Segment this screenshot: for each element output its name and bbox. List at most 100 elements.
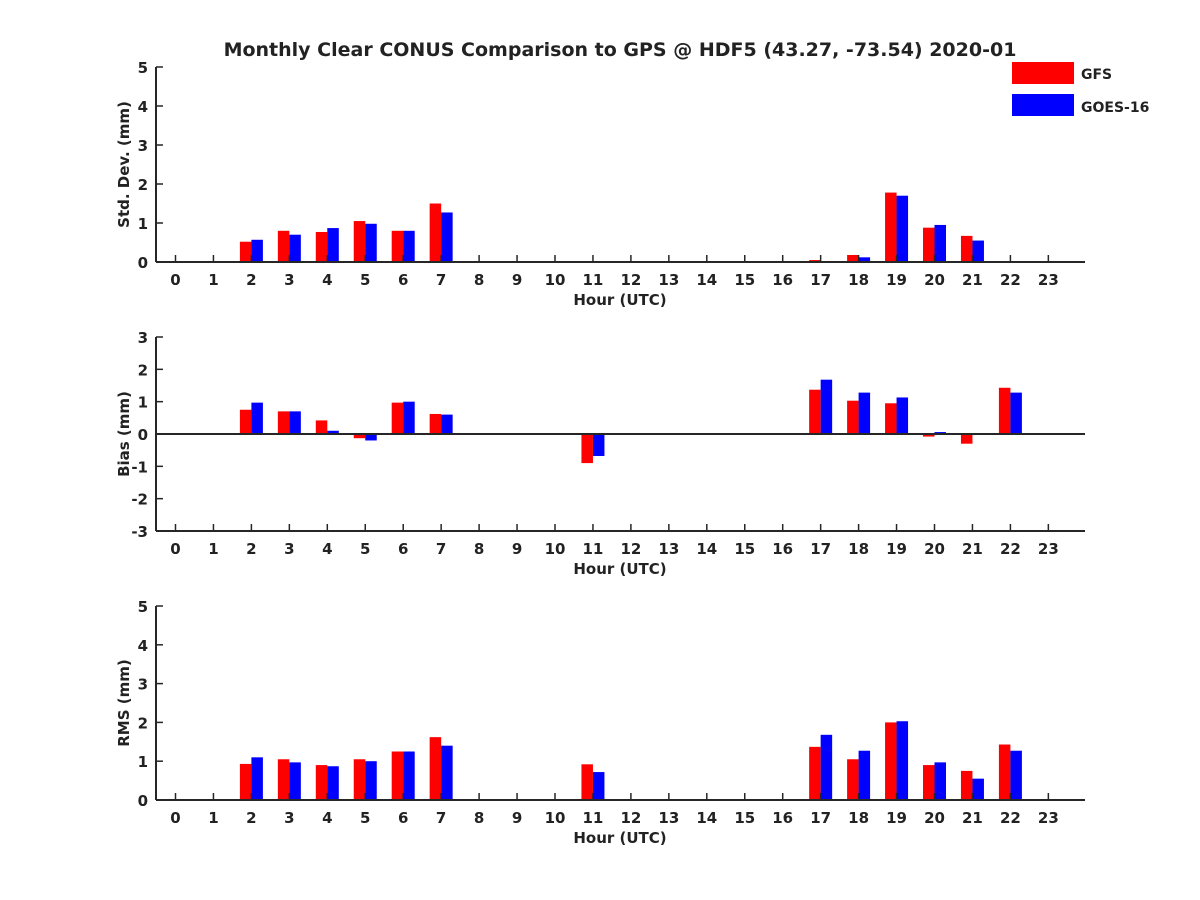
panel0-x-tick-label-9: 9 bbox=[512, 271, 522, 289]
panel1-y-tick-label-2: 2 bbox=[138, 361, 148, 379]
panel1-bar-gfs-h5 bbox=[353, 434, 366, 439]
panel2-x-tick-label-1: 1 bbox=[208, 809, 218, 827]
panel2-x-tick-label-2: 2 bbox=[246, 809, 256, 827]
panel0-y-tick-label-2: 2 bbox=[138, 176, 148, 194]
panel0-x-tick-label-5: 5 bbox=[360, 271, 370, 289]
panel2-x-tick-label-11: 11 bbox=[583, 809, 604, 827]
panel0-x-tick-label-6: 6 bbox=[398, 271, 408, 289]
panel1-x-tick-label-2: 2 bbox=[246, 540, 256, 558]
panel0-bar-goes-16-h5 bbox=[365, 223, 377, 262]
panel0-bar-goes-16-h6 bbox=[403, 230, 415, 262]
panel1-bar-goes-16-h17 bbox=[820, 379, 833, 434]
panel2-x-tick-label-23: 23 bbox=[1038, 809, 1059, 827]
panel1-bar-gfs-h3 bbox=[277, 411, 290, 434]
panel1-x-axis-label: Hour (UTC) bbox=[573, 560, 666, 578]
panel0-x-tick-label-12: 12 bbox=[620, 271, 641, 289]
panel2-bar-gfs-h11 bbox=[581, 764, 593, 800]
panel2-bar-goes-16-h7 bbox=[441, 745, 453, 800]
panel2-bar-gfs-h20 bbox=[923, 765, 935, 800]
panel2-bar-gfs-h3 bbox=[277, 759, 290, 800]
panel2-bar-goes-16-h5 bbox=[365, 761, 377, 800]
panel1-x-tick-label-1: 1 bbox=[208, 540, 218, 558]
panel1-x-tick-label-6: 6 bbox=[398, 540, 408, 558]
panel0-x-tick-label-14: 14 bbox=[696, 271, 717, 289]
panel1-bar-gfs-h17 bbox=[809, 389, 821, 434]
panel0-x-tick-label-15: 15 bbox=[734, 271, 755, 289]
panel2-bar-goes-16-h3 bbox=[289, 762, 301, 800]
panel0-bar-gfs-h4 bbox=[315, 231, 328, 262]
panel1-y-tick-label-3: -3 bbox=[131, 523, 148, 541]
panel0-x-tick-label-0: 0 bbox=[170, 271, 180, 289]
panel0-x-tick-label-4: 4 bbox=[322, 271, 332, 289]
panel2-bar-gfs-h7 bbox=[429, 737, 442, 800]
panel2-bar-goes-16-h19 bbox=[896, 721, 909, 800]
panel0-x-tick-label-13: 13 bbox=[658, 271, 679, 289]
panel2-x-tick-label-14: 14 bbox=[696, 809, 717, 827]
panel0-bar-goes-16-h3 bbox=[289, 234, 301, 262]
panel1-bar-gfs-h4 bbox=[315, 420, 328, 434]
panel0-y-tick-label-1: 1 bbox=[138, 215, 148, 233]
panel0-bar-gfs-h3 bbox=[277, 230, 290, 262]
panel1-bar-goes-16-h4 bbox=[327, 430, 339, 434]
panel0-bar-gfs-h7 bbox=[429, 203, 442, 262]
panel0-x-tick-label-17: 17 bbox=[810, 271, 831, 289]
legend-label-gfs: GFS bbox=[1081, 67, 1112, 83]
panel1-bar-gfs-h22 bbox=[998, 387, 1011, 434]
panel1-x-tick-label-0: 0 bbox=[170, 540, 180, 558]
panel1-bar-goes-16-h18 bbox=[858, 392, 871, 434]
panel2-x-axis-label: Hour (UTC) bbox=[573, 829, 666, 847]
panel0-x-tick-label-8: 8 bbox=[474, 271, 484, 289]
panel0-x-tick-label-20: 20 bbox=[924, 271, 945, 289]
panel1-x-tick-label-21: 21 bbox=[962, 540, 983, 558]
panel1-x-tick-label-10: 10 bbox=[545, 540, 566, 558]
panel0-x-tick-label-22: 22 bbox=[1000, 271, 1021, 289]
panel1-y-tick-label-1: 1 bbox=[138, 394, 148, 412]
panel2-x-tick-label-13: 13 bbox=[658, 809, 679, 827]
panel2-x-tick-label-3: 3 bbox=[284, 809, 294, 827]
panel2-bar-gfs-h17 bbox=[809, 746, 821, 800]
panel2-bar-goes-16-h17 bbox=[820, 734, 833, 800]
panel1-x-tick-label-13: 13 bbox=[658, 540, 679, 558]
panel2-bar-goes-16-h20 bbox=[934, 762, 946, 800]
panel0-bar-gfs-h20 bbox=[923, 227, 935, 262]
panel1-x-tick-label-16: 16 bbox=[772, 540, 793, 558]
panel0-bar-gfs-h6 bbox=[391, 230, 404, 262]
panel1-bar-gfs-h18 bbox=[847, 400, 859, 434]
legend-swatch-goes16 bbox=[1012, 94, 1074, 116]
panel1-bar-goes-16-h3 bbox=[289, 411, 301, 434]
panel1-bar-gfs-h2 bbox=[239, 409, 252, 434]
panel2-x-tick-label-19: 19 bbox=[886, 809, 907, 827]
panel1-x-tick-label-19: 19 bbox=[886, 540, 907, 558]
panel1-y-tick-label-3: 3 bbox=[138, 329, 148, 347]
panel1-x-tick-label-23: 23 bbox=[1038, 540, 1059, 558]
panel0-bar-goes-16-h20 bbox=[934, 224, 946, 262]
chart-title: Monthly Clear CONUS Comparison to GPS @ … bbox=[224, 39, 1017, 61]
panel2-x-tick-label-18: 18 bbox=[848, 809, 869, 827]
panel2-bar-goes-16-h11 bbox=[592, 772, 605, 800]
panel0-y-tick-label-3: 3 bbox=[138, 137, 148, 155]
panel1-x-tick-label-14: 14 bbox=[696, 540, 717, 558]
panel1-bar-gfs-h6 bbox=[391, 402, 404, 434]
panel0-x-tick-label-19: 19 bbox=[886, 271, 907, 289]
bias-panel: 0 1 2 3 4 5 6 7 8 9 10 11 12 13 14 15 16 17 18 19 20 21 22 23-3… bbox=[115, 329, 1085, 578]
panel2-bar-gfs-h2 bbox=[239, 763, 252, 800]
std-dev-panel: 0 1 2 3 4 5 6 7 8 9 10 11 12 13 14 15 16 17 18 19 20 21 22 2301… bbox=[115, 59, 1085, 309]
panel2-y-axis-label: RMS (mm) bbox=[115, 659, 133, 746]
panel1-bar-goes-16-h2 bbox=[251, 402, 263, 434]
panel0-x-tick-label-18: 18 bbox=[848, 271, 869, 289]
panel0-y-tick-label-5: 5 bbox=[138, 59, 148, 77]
panel2-y-tick-label-1: 1 bbox=[138, 753, 148, 771]
panel0-x-tick-label-11: 11 bbox=[583, 271, 604, 289]
panel2-x-tick-label-15: 15 bbox=[734, 809, 755, 827]
panel1-x-tick-label-9: 9 bbox=[512, 540, 522, 558]
panel1-x-tick-label-5: 5 bbox=[360, 540, 370, 558]
panel2-bar-gfs-h19 bbox=[885, 722, 897, 800]
panel1-x-tick-label-4: 4 bbox=[322, 540, 332, 558]
panel0-bar-goes-16-h7 bbox=[441, 212, 453, 262]
panel2-x-tick-label-6: 6 bbox=[398, 809, 408, 827]
panel1-y-tick-label-2: -2 bbox=[131, 491, 148, 509]
panel0-bar-goes-16-h2 bbox=[251, 239, 263, 262]
panel1-bar-gfs-h20 bbox=[923, 434, 935, 437]
panel2-y-tick-label-2: 2 bbox=[138, 714, 148, 732]
